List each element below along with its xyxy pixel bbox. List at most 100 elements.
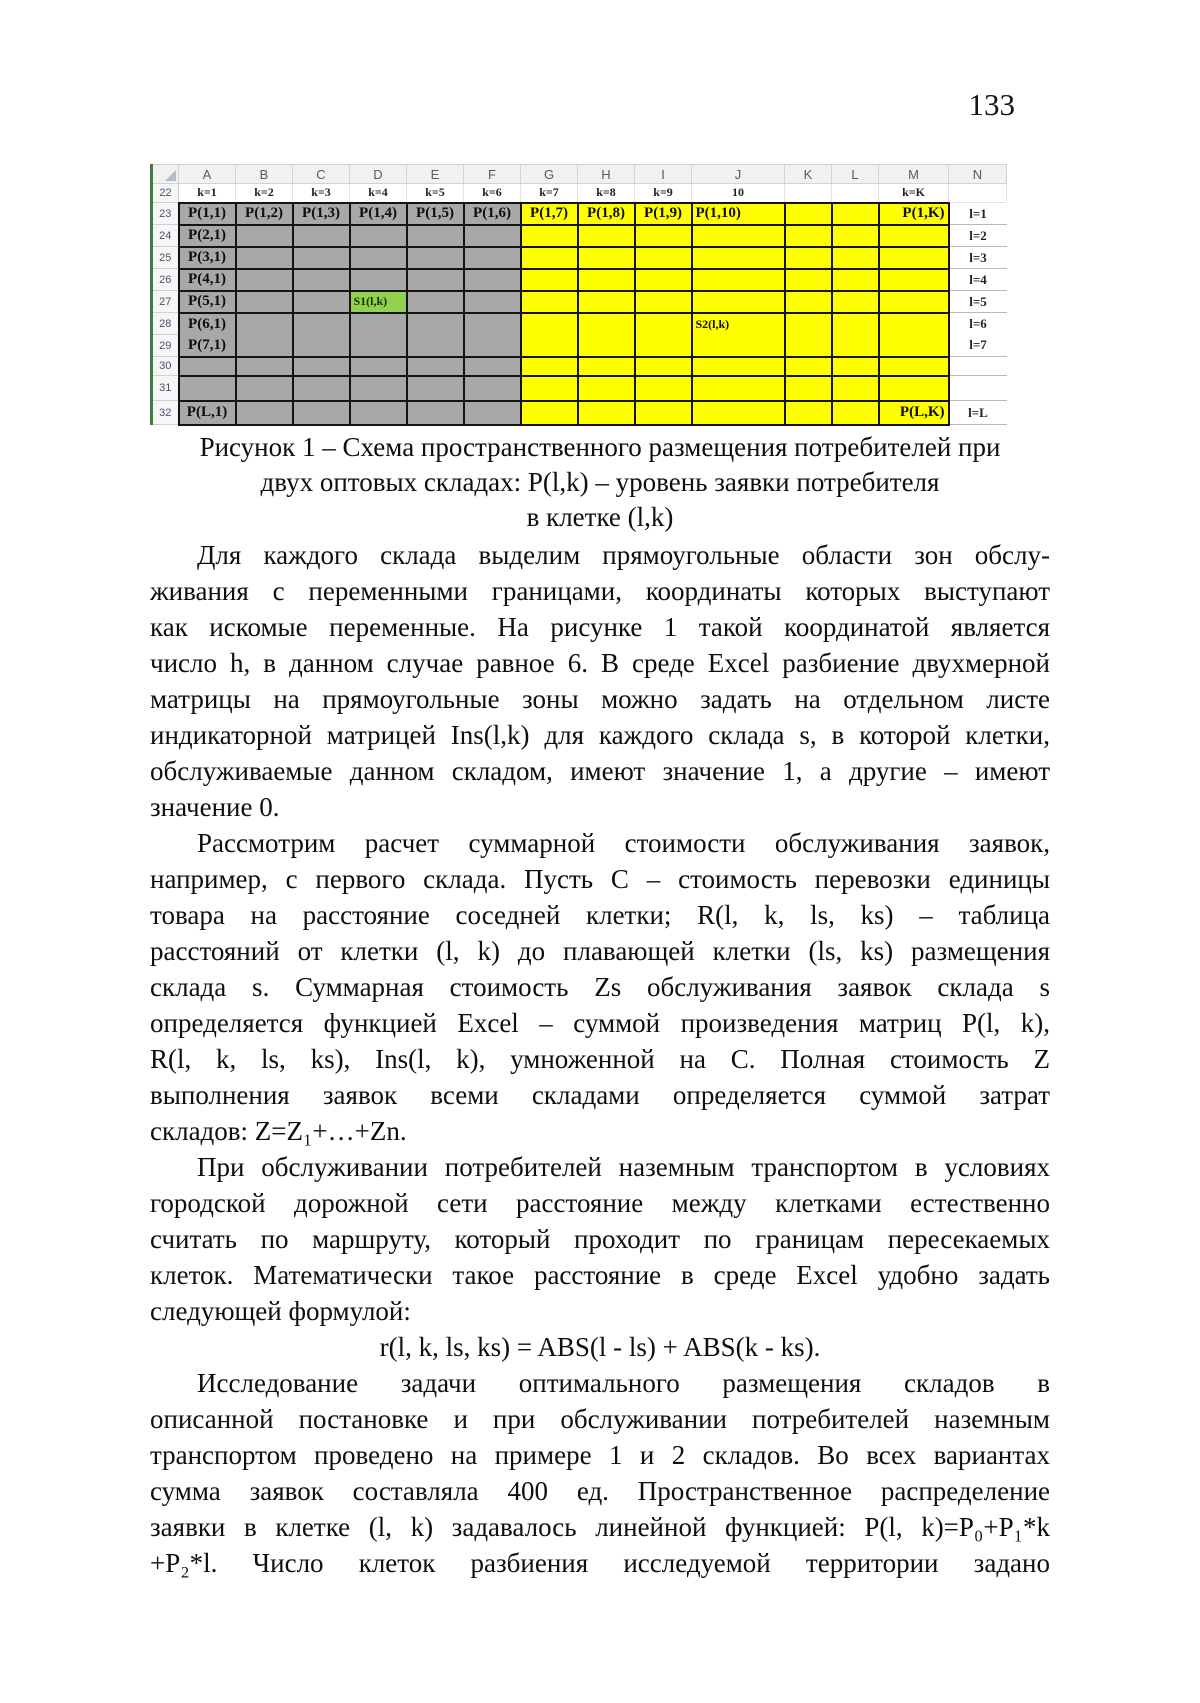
sheet-cell <box>291 334 351 358</box>
sheet-row-30: 30 <box>150 355 1007 377</box>
sheet-cell <box>690 267 786 292</box>
column-header: B <box>235 164 293 184</box>
distance-formula: r(l, k, ls, ks) = ABS(l - ls) + ABS(k - … <box>379 1332 821 1362</box>
sheet-cell <box>234 374 294 402</box>
sheet-cell <box>519 374 579 402</box>
sheet-cell <box>405 289 465 314</box>
sheet-cell <box>234 334 294 358</box>
column-header: F <box>463 164 521 184</box>
sheet-cell <box>690 245 786 270</box>
sheet-row-27: 27 P(5,1) S1(l,k) l=5 <box>150 289 1007 314</box>
column-header: I <box>634 164 692 184</box>
sheet-cell: P(1,K) <box>877 201 950 226</box>
sheet-cell <box>576 311 636 335</box>
sheet-cell <box>690 334 786 358</box>
sheet-row-29: 29 P(7,1) l=7 <box>150 334 1007 358</box>
sheet-cell <box>462 267 522 292</box>
column-header: L <box>831 164 879 184</box>
sheet-cell <box>690 223 786 248</box>
sheet-cell <box>348 399 408 426</box>
sheet-cell <box>291 245 351 270</box>
s1-warehouse-cell: S1(l,k) <box>348 289 408 314</box>
sheet-cell <box>234 267 294 292</box>
sheet-cell: P(2,1) <box>177 223 237 248</box>
text-line: клеток. Математически такое расстояние в… <box>150 1260 1050 1290</box>
sheet-cell <box>633 374 693 402</box>
row-header: 27 <box>150 290 179 313</box>
select-all-cell <box>150 164 179 184</box>
sheet-cell <box>462 334 522 358</box>
sheet-cell <box>576 374 636 402</box>
sheet-cell <box>519 399 579 426</box>
sheet-cell: 10 <box>691 183 785 203</box>
sheet-cell: P(1,5) <box>405 201 465 226</box>
text-line: R(l, k, ls, ks), Ins(l, k), умноженной н… <box>150 1044 1050 1074</box>
text-line: складов: Z=Z₁+…+Zn. <box>150 1116 407 1146</box>
sheet-cell <box>291 267 351 292</box>
figure-caption-line: двух оптовых складах: P(l,k) – уровень з… <box>260 467 940 497</box>
sheet-cell <box>234 355 294 377</box>
sheet-cell: P(1,7) <box>519 201 579 226</box>
text-line: число h, в данном случае равное 6. В сре… <box>150 648 1050 678</box>
text-line: живания с переменными границами, координ… <box>150 576 1050 606</box>
sheet-cell: P(L,1) <box>177 399 237 426</box>
sheet-cell <box>348 334 408 358</box>
sheet-cell: l=4 <box>948 268 1007 291</box>
sheet-cell <box>633 334 693 358</box>
sheet-cell <box>830 374 880 402</box>
text-line: значение 0. <box>150 792 280 822</box>
sheet-cell <box>291 399 351 426</box>
text-line: транспортом проведено на примере 1 и 2 с… <box>150 1440 1050 1470</box>
sheet-cell <box>831 183 879 203</box>
sheet-cell <box>519 267 579 292</box>
row-header: 32 <box>150 400 179 425</box>
sheet-cell <box>783 374 833 402</box>
sheet-cell <box>633 245 693 270</box>
sheet-cell <box>405 355 465 377</box>
sheet-cell <box>291 311 351 335</box>
text-line: товара на расстояние соседней клетки; R(… <box>150 900 1050 930</box>
sheet-cell <box>783 267 833 292</box>
sheet-cell <box>234 311 294 335</box>
sheet-cell <box>877 223 950 248</box>
sheet-cell <box>348 374 408 402</box>
sheet-cell <box>877 374 950 402</box>
sheet-cell: P(1,6) <box>462 201 522 226</box>
sheet-row-28: 28 P(6,1) S2(l,k) l=6 <box>150 311 1007 335</box>
sheet-cell <box>948 356 1007 376</box>
sheet-cell <box>576 399 636 426</box>
sheet-cell <box>234 245 294 270</box>
text-line: +P₂*l. Число клеток разбиения исследуемо… <box>150 1548 1050 1578</box>
spreadsheet: A B C D E F G H I J K L M N 22 k=1 k=2 k… <box>150 164 1007 426</box>
sheet-cell <box>462 355 522 377</box>
sheet-cell <box>633 289 693 314</box>
sheet-cell <box>877 267 950 292</box>
sheet-cell <box>783 245 833 270</box>
sheet-cell <box>633 223 693 248</box>
sheet-cell <box>462 399 522 426</box>
sheet-cell <box>405 311 465 335</box>
text-line: обслуживаемые данном складом, имеют знач… <box>150 756 1050 786</box>
sheet-cell: P(1,4) <box>348 201 408 226</box>
paragraph: Рассмотрим расчет суммарной стоимости об… <box>150 825 1050 1149</box>
text-line: Исследование задачи оптимального размеще… <box>197 1368 1050 1398</box>
sheet-cell <box>877 334 950 358</box>
paragraph: При обслуживании потребителей наземным т… <box>150 1149 1050 1329</box>
sheet-cell: P(6,1) <box>177 311 237 335</box>
sheet-cell <box>234 223 294 248</box>
sheet-cell <box>830 355 880 377</box>
column-header: G <box>520 164 578 184</box>
sheet-cell <box>234 289 294 314</box>
sheet-cell <box>783 201 833 226</box>
s2-warehouse-cell: S2(l,k) <box>690 311 786 335</box>
sheet-cell <box>177 374 237 402</box>
sheet-cell: k=1 <box>178 183 236 203</box>
sheet-cell <box>633 311 693 335</box>
sheet-cell <box>462 245 522 270</box>
figure-caption-line: в клетке (l,k) <box>526 502 674 532</box>
sheet-cell <box>633 267 693 292</box>
sheet-cell: k=3 <box>292 183 350 203</box>
sheet-cell <box>462 223 522 248</box>
row-header: 22 <box>150 183 179 203</box>
